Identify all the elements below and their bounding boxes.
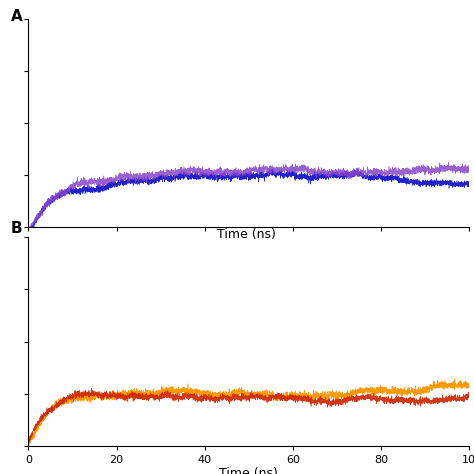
Text: Time (ns): Time (ns) [217,228,276,241]
X-axis label: Time (ns): Time (ns) [219,467,278,474]
Text: B: B [11,221,22,236]
Text: A: A [11,9,23,24]
